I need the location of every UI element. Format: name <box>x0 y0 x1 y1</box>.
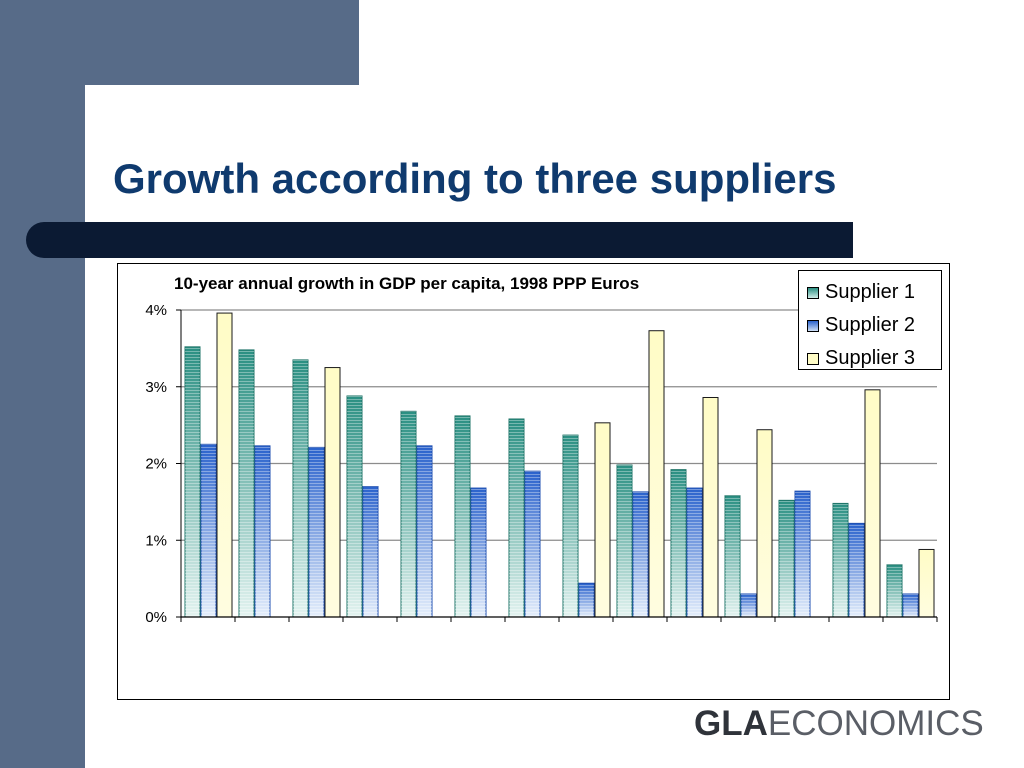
bar-supplier-3 <box>324 367 341 618</box>
chart-legend: Supplier 1 Supplier 2 Supplier 3 <box>798 270 942 370</box>
legend-swatch-supplier-1 <box>807 286 819 299</box>
bar-texture <box>255 445 270 617</box>
legend-item-supplier-2: Supplier 2 <box>807 309 941 342</box>
bar-texture <box>687 488 702 617</box>
legend-swatch-supplier-2 <box>807 319 819 332</box>
bar-texture <box>525 471 540 617</box>
legend-label: Supplier 3 <box>825 347 916 369</box>
bar-supplier-3 <box>702 396 719 618</box>
bar-texture <box>563 435 578 617</box>
title-underline-bar <box>26 222 853 258</box>
legend-swatch-supplier-3 <box>807 352 819 365</box>
bar-supplier-3 <box>864 389 881 618</box>
bar-texture <box>363 486 378 617</box>
y-tick-label: 2% <box>145 456 167 473</box>
bar-texture <box>833 503 848 617</box>
side-band <box>0 0 85 768</box>
bar-texture <box>795 491 810 617</box>
bar-texture <box>201 444 216 617</box>
y-tick-label: 4% <box>145 302 167 319</box>
bar-texture <box>779 500 794 617</box>
bar-texture <box>471 488 486 617</box>
legend-item-supplier-1: Supplier 1 <box>807 276 941 309</box>
gla-economics-logo: GLAECONOMICS <box>694 704 984 744</box>
bar-texture <box>185 346 200 617</box>
legend-label: Supplier 1 <box>825 281 916 303</box>
y-tick-label: 3% <box>145 379 167 396</box>
y-tick-label: 0% <box>145 609 167 626</box>
slide-title: Growth according to three suppliers <box>113 155 837 202</box>
bar-texture <box>579 583 594 617</box>
chart-title: 10-year annual growth in GDP per capita,… <box>174 274 640 293</box>
bar-supplier-3 <box>594 422 611 618</box>
bar-texture <box>293 359 308 617</box>
bar-texture <box>417 445 432 617</box>
logo-bold-text: GLA <box>694 704 768 743</box>
bar-supplier-3 <box>216 312 233 618</box>
bar-texture <box>309 447 324 617</box>
bar-texture <box>887 564 902 617</box>
bar-texture <box>239 349 254 617</box>
bar-supplier-3 <box>918 548 935 618</box>
bar-texture <box>671 469 686 617</box>
bar-texture <box>633 491 648 617</box>
bar-texture <box>509 418 524 617</box>
top-band <box>0 0 359 85</box>
legend-item-supplier-3: Supplier 3 <box>807 342 941 375</box>
bar-texture <box>903 593 918 617</box>
bar-texture <box>741 593 756 617</box>
logo-light-text: ECONOMICS <box>767 704 984 743</box>
bar-texture <box>401 411 416 617</box>
bar-texture <box>725 495 740 617</box>
bar-texture <box>347 395 362 617</box>
bar-supplier-3 <box>648 330 665 618</box>
bar-texture <box>849 523 864 617</box>
legend-label: Supplier 2 <box>825 314 916 336</box>
bar-texture <box>455 415 470 617</box>
bar-texture <box>617 465 632 617</box>
y-tick-label: 1% <box>145 532 167 549</box>
bar-supplier-3 <box>756 429 773 618</box>
